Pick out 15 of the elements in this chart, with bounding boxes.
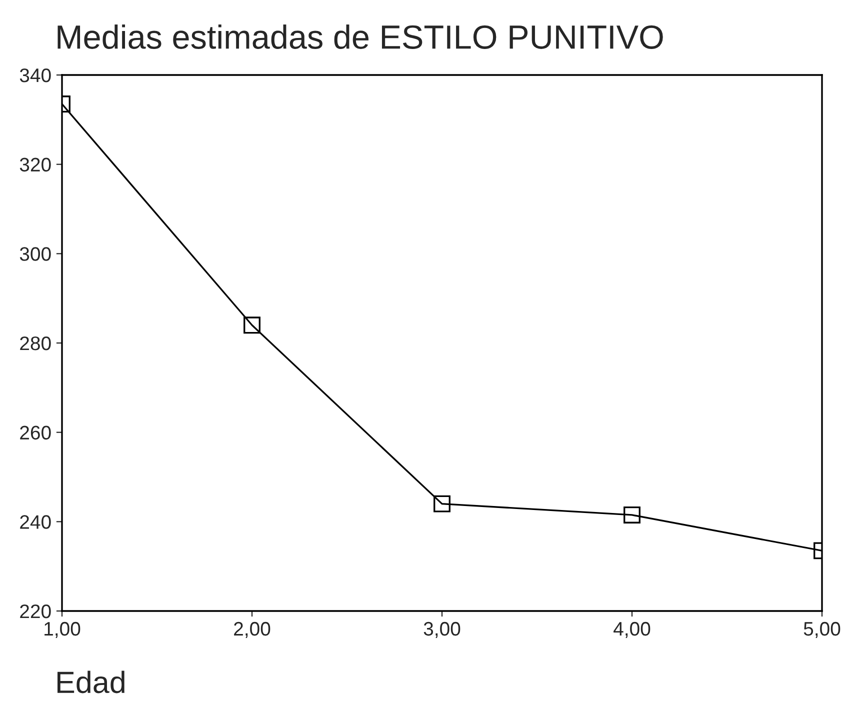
y-tick-label: 260 [20,426,51,440]
y-tick-label: 320 [20,158,51,172]
x-tick-label: 4,00 [614,622,650,638]
x-tick-label: 2,00 [234,622,270,638]
y-tick-label: 300 [20,247,51,261]
y-tick-label: 340 [20,68,51,82]
x-axis-title: Edad [58,670,124,694]
y-tick-label: 240 [20,515,51,529]
x-tick-label: 1,00 [44,622,80,638]
chart-title: Medias estimadas de ESTILO PUNITIVO [58,24,663,49]
y-tick-label: 220 [20,604,51,618]
x-tick-label: 3,00 [424,622,460,638]
point [434,495,450,512]
x-tick-label: 5,00 [804,622,840,638]
y-tick-label: 280 [20,336,51,350]
